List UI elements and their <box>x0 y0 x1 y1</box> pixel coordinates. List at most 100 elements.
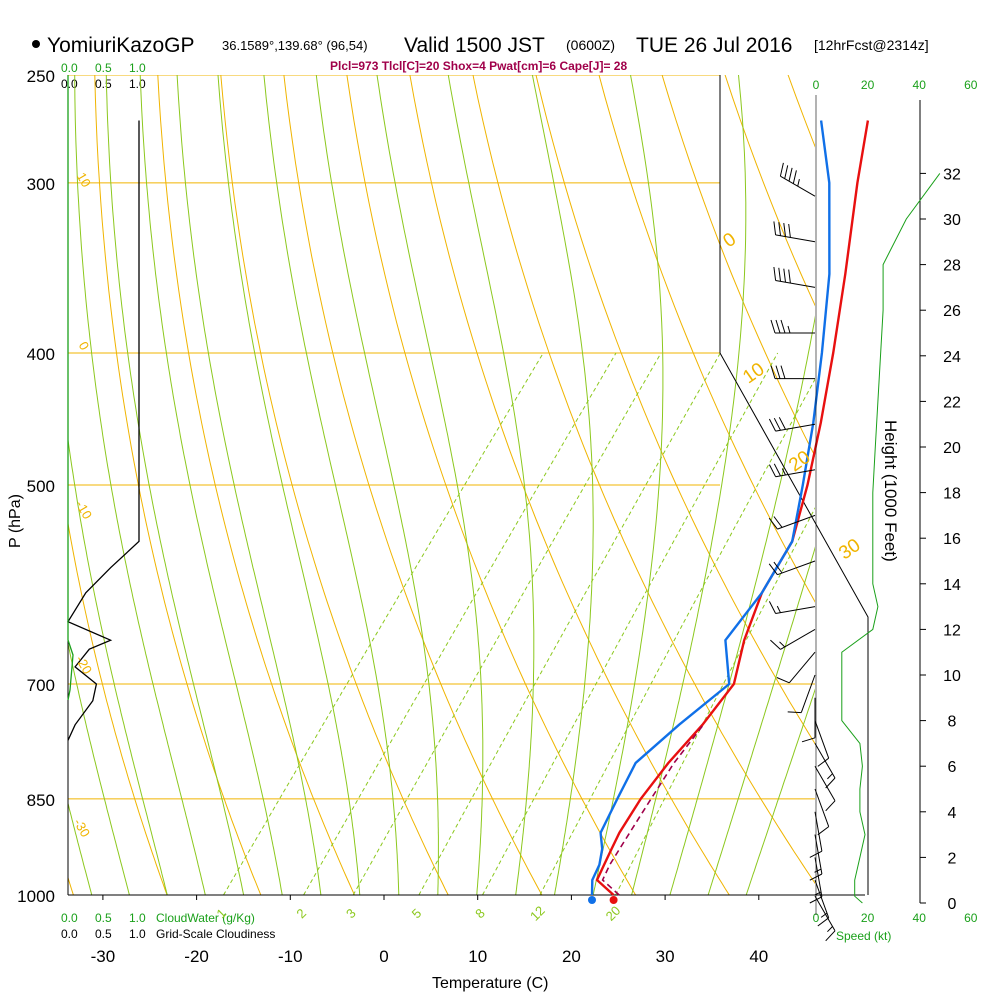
mixing-ratio-line <box>223 352 544 895</box>
mixing-ratio-line <box>539 378 815 895</box>
wind-barb <box>770 365 815 380</box>
moist-adiabat-line <box>315 75 439 895</box>
height-tick-label: 16 <box>943 531 961 548</box>
wind-barb-feather <box>770 639 781 650</box>
cloudiness-label: Grid-Scale Cloudiness <box>156 927 275 941</box>
dry-adiabat-line <box>220 75 449 895</box>
dry-adiabat-line <box>535 75 815 745</box>
wind-barb-feather <box>778 267 781 282</box>
wind-barb <box>814 765 836 812</box>
wind-barb-half-feather <box>827 926 833 933</box>
wind-barb-feather <box>825 777 836 789</box>
x-tick-label: 10 <box>468 947 487 966</box>
wind-barb-feather <box>775 365 781 379</box>
height-tick-label: 4 <box>948 805 957 822</box>
moist-adiabat-line <box>263 75 400 895</box>
mixing-ratio-label: 5 <box>409 905 425 921</box>
wind-barb-feather <box>809 896 823 904</box>
wind-barb-shaft <box>775 423 816 432</box>
moist-adiabat-label: 30 <box>835 535 864 564</box>
wind-barb-shaft <box>814 720 830 759</box>
dry-adiabat-line <box>472 75 815 885</box>
wind-barb-feather <box>770 365 776 379</box>
sounding-profiles <box>588 120 870 904</box>
valid-date: TUE 26 Jul 2016 <box>636 34 792 57</box>
pressure-tick-label: 300 <box>27 175 55 194</box>
wind-barb-feather <box>773 463 781 477</box>
cloudwater-scale-bottom-0: 0.0 <box>61 911 78 925</box>
wind-barb-shaft <box>775 606 816 614</box>
wind-barb <box>768 463 816 478</box>
moist-adiabat-line <box>68 801 93 895</box>
x-tick-label: -10 <box>278 947 303 966</box>
moist-adiabat-label: 10 <box>739 359 768 388</box>
dry-adiabat-line <box>94 75 262 895</box>
wind-barb-feather <box>788 269 791 284</box>
dry-adiabat-line <box>842 51 1000 924</box>
wind-barb <box>776 651 816 684</box>
moist-adiabat-line <box>592 75 664 895</box>
wind-barb <box>809 857 823 904</box>
wind-barb-shaft <box>814 834 823 875</box>
wind-barb-feather <box>773 417 781 431</box>
wind-barb-feather <box>809 850 823 858</box>
wind-barb-shaft <box>775 234 816 243</box>
cloudiness-scale-top-0: 0.0 <box>61 77 78 91</box>
y2-axis-title: Height (1000 Feet) <box>881 420 900 562</box>
wind-barb-feather <box>770 319 776 334</box>
wind-barb-feather <box>773 221 777 235</box>
dry-adiabat-line <box>409 75 730 895</box>
wind-speed-axis-title: Speed (kt) <box>836 929 891 943</box>
wind-barb-half-feather <box>776 605 781 613</box>
pressure-tick-label: 700 <box>27 676 55 695</box>
moist-adiabat-line <box>447 75 535 895</box>
wind-barb-feather <box>773 561 783 574</box>
moist-adiabat-line <box>707 546 815 895</box>
wind-barb <box>770 319 815 334</box>
cloudwater-scale-top-2: 1.0 <box>129 61 146 75</box>
wind-barb-feather <box>773 266 777 281</box>
moist-adiabat-line <box>0 51 25 924</box>
dry-adiabats <box>68 51 1000 924</box>
wind-barb <box>773 221 816 243</box>
wind-barb <box>814 895 836 942</box>
wind-barb-feather <box>817 826 830 836</box>
header-bullet <box>32 40 40 48</box>
dry-adiabat-line <box>346 75 637 895</box>
moist-adiabat-line <box>105 75 245 895</box>
wind-barb <box>768 601 816 614</box>
wind-barb-shaft <box>788 651 816 684</box>
stability-indices: Plcl=973 Tlcl[C]=20 Shox=4 Pwat[cm]=6 Ca… <box>330 59 627 73</box>
cloudwater-scale-bottom-1: 0.5 <box>95 911 112 925</box>
wind-barb-shaft <box>814 895 836 932</box>
moist-adiabat-line <box>217 75 361 895</box>
cloudwater-scale-top-0: 0.0 <box>61 61 78 75</box>
wind-speed-tick-top: 20 <box>861 78 875 92</box>
dry-adiabat-line <box>157 75 356 895</box>
mixing-ratio-label: 12 <box>527 903 548 924</box>
wind-barb-feather <box>776 677 790 684</box>
wind-barb <box>768 560 816 576</box>
wind-speed-tick-bottom: 20 <box>861 911 875 925</box>
temperature-profile <box>595 120 870 896</box>
x-tick-label: -20 <box>184 947 209 966</box>
x-tick-label: 20 <box>562 947 581 966</box>
wind-speed-tick-top: 60 <box>964 78 978 92</box>
moist-adiabat-line <box>176 75 322 895</box>
surface-temperature-dot <box>609 896 618 904</box>
dry-adiabat-line <box>598 75 815 603</box>
cloudiness-profile <box>67 120 140 741</box>
station-name: YomiuriKazoGP <box>47 34 194 57</box>
wind-barb-half-feather <box>820 912 828 918</box>
wind-barb-feather <box>768 464 777 477</box>
cloudiness-scale-bottom-0: 0.0 <box>61 927 78 941</box>
height-tick-label: 28 <box>943 258 961 275</box>
x-tick-label: -30 <box>91 947 116 966</box>
valid-time: Valid 1500 JST <box>404 34 545 57</box>
dry-adiabat-label: 0 <box>76 339 93 353</box>
dry-adiabat-line <box>967 51 1000 924</box>
wind-barb-feather <box>780 319 786 334</box>
wind-barb-feather <box>778 417 786 430</box>
